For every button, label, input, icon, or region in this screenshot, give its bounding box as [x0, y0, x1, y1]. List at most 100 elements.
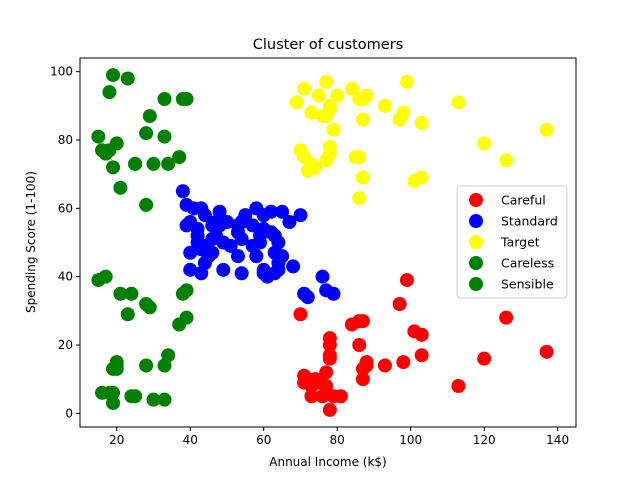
point-standard-36 [245, 218, 260, 233]
legend-marker-careful [469, 193, 483, 207]
point-careful-23 [355, 314, 370, 329]
legend: Careful Standard Target Careless Sensible [456, 185, 568, 299]
point-careful-27 [392, 297, 407, 311]
point-sensible-13 [179, 92, 194, 106]
point-standard-13 [197, 208, 212, 223]
point-target-35 [451, 95, 466, 110]
y-tick-label-60: 60 [58, 201, 73, 215]
y-tick-label-80: 80 [58, 133, 73, 147]
point-careless-32 [179, 283, 194, 298]
point-sensible-6 [139, 197, 154, 212]
point-standard-27 [219, 215, 234, 229]
point-careless-22 [139, 126, 154, 141]
point-careful-0 [293, 307, 308, 322]
point-careless-4 [98, 269, 113, 284]
y-tick-label-40: 40 [58, 270, 73, 284]
point-careful-36 [539, 344, 554, 359]
point-careful-32 [414, 327, 429, 342]
legend-marker-sensible [469, 277, 483, 291]
point-sensible-9 [157, 129, 172, 144]
point-careful-29 [399, 273, 414, 288]
point-standard-62 [315, 269, 330, 284]
point-target-31 [399, 74, 414, 89]
point-target-30 [396, 105, 411, 120]
point-careless-7 [102, 85, 117, 100]
point-sensible-4 [113, 180, 128, 195]
point-careless-24 [142, 300, 157, 315]
point-standard-55 [275, 249, 290, 264]
point-careless-15 [120, 71, 135, 86]
point-standard-64 [326, 286, 341, 301]
point-standard-52 [271, 235, 286, 250]
point-careful-19 [352, 338, 367, 352]
point-standard-38 [249, 249, 264, 264]
point-careful-4 [304, 389, 319, 404]
point-standard-19 [205, 245, 220, 260]
legend-marker-target [469, 235, 483, 249]
y-axis: 0 20 40 60 80 100 [50, 65, 80, 420]
point-careless-1 [91, 129, 106, 144]
point-target-18 [330, 88, 345, 103]
x-tick-label-20: 20 [109, 433, 124, 447]
point-target-33 [414, 115, 429, 130]
point-target-37 [499, 153, 514, 168]
point-careful-26 [377, 358, 392, 373]
legend-label-standard: Standard [501, 214, 558, 229]
data-points [91, 68, 554, 417]
point-careful-13 [322, 348, 337, 363]
point-careful-34 [477, 351, 492, 366]
point-careless-10 [106, 68, 121, 83]
point-target-16 [322, 98, 337, 113]
point-careful-10 [319, 365, 334, 380]
point-careful-11 [322, 402, 337, 417]
point-target-28 [377, 98, 392, 113]
legend-frame [456, 185, 568, 299]
y-tick-label-20: 20 [58, 338, 73, 352]
point-target-27 [359, 88, 374, 103]
point-careless-14 [113, 286, 128, 301]
legend-marker-careless [469, 256, 483, 270]
point-standard-58 [286, 259, 301, 274]
point-careful-15 [322, 331, 337, 346]
point-careless-26 [146, 392, 161, 407]
point-standard-56 [275, 204, 290, 219]
point-careless-9 [106, 160, 121, 175]
point-target-24 [355, 170, 370, 185]
legend-label-careless: Careless [501, 256, 554, 271]
point-careless-33 [179, 310, 194, 325]
point-sensible-2 [106, 385, 121, 400]
point-standard-34 [234, 266, 249, 281]
point-careful-28 [396, 355, 411, 370]
x-axis: 20 40 60 80 100 120 140 [109, 427, 569, 447]
point-careful-9 [319, 379, 334, 393]
legend-label-careful: Careful [501, 193, 546, 208]
point-sensible-11 [172, 150, 187, 165]
point-careful-17 [333, 389, 348, 404]
point-careless-16 [120, 307, 135, 322]
point-target-36 [477, 136, 492, 151]
point-careless-21 [139, 358, 154, 373]
point-careless-27 [157, 392, 172, 407]
y-axis-label: Spending Score (1-100) [24, 171, 38, 313]
x-tick-label-100: 100 [399, 433, 422, 447]
point-sensible-8 [157, 358, 172, 373]
point-standard-3 [183, 245, 198, 260]
point-careless-28 [157, 92, 172, 106]
legend-label-sensible: Sensible [501, 277, 554, 292]
point-standard-61 [300, 290, 315, 305]
point-careless-25 [142, 109, 157, 124]
y-tick-label-100: 100 [50, 65, 73, 79]
point-target-0 [289, 95, 304, 110]
point-sensible-7 [146, 156, 161, 171]
x-tick-label-80: 80 [330, 433, 345, 447]
point-careful-33 [451, 379, 466, 393]
x-axis-label: Annual Income (k$) [269, 455, 386, 469]
point-careless-8 [106, 396, 121, 411]
point-standard-4 [183, 262, 198, 277]
plot-frame [79, 57, 577, 428]
point-sensible-3 [109, 361, 124, 376]
x-tick-label-120: 120 [473, 433, 496, 447]
legend-label-target: Target [500, 235, 540, 250]
